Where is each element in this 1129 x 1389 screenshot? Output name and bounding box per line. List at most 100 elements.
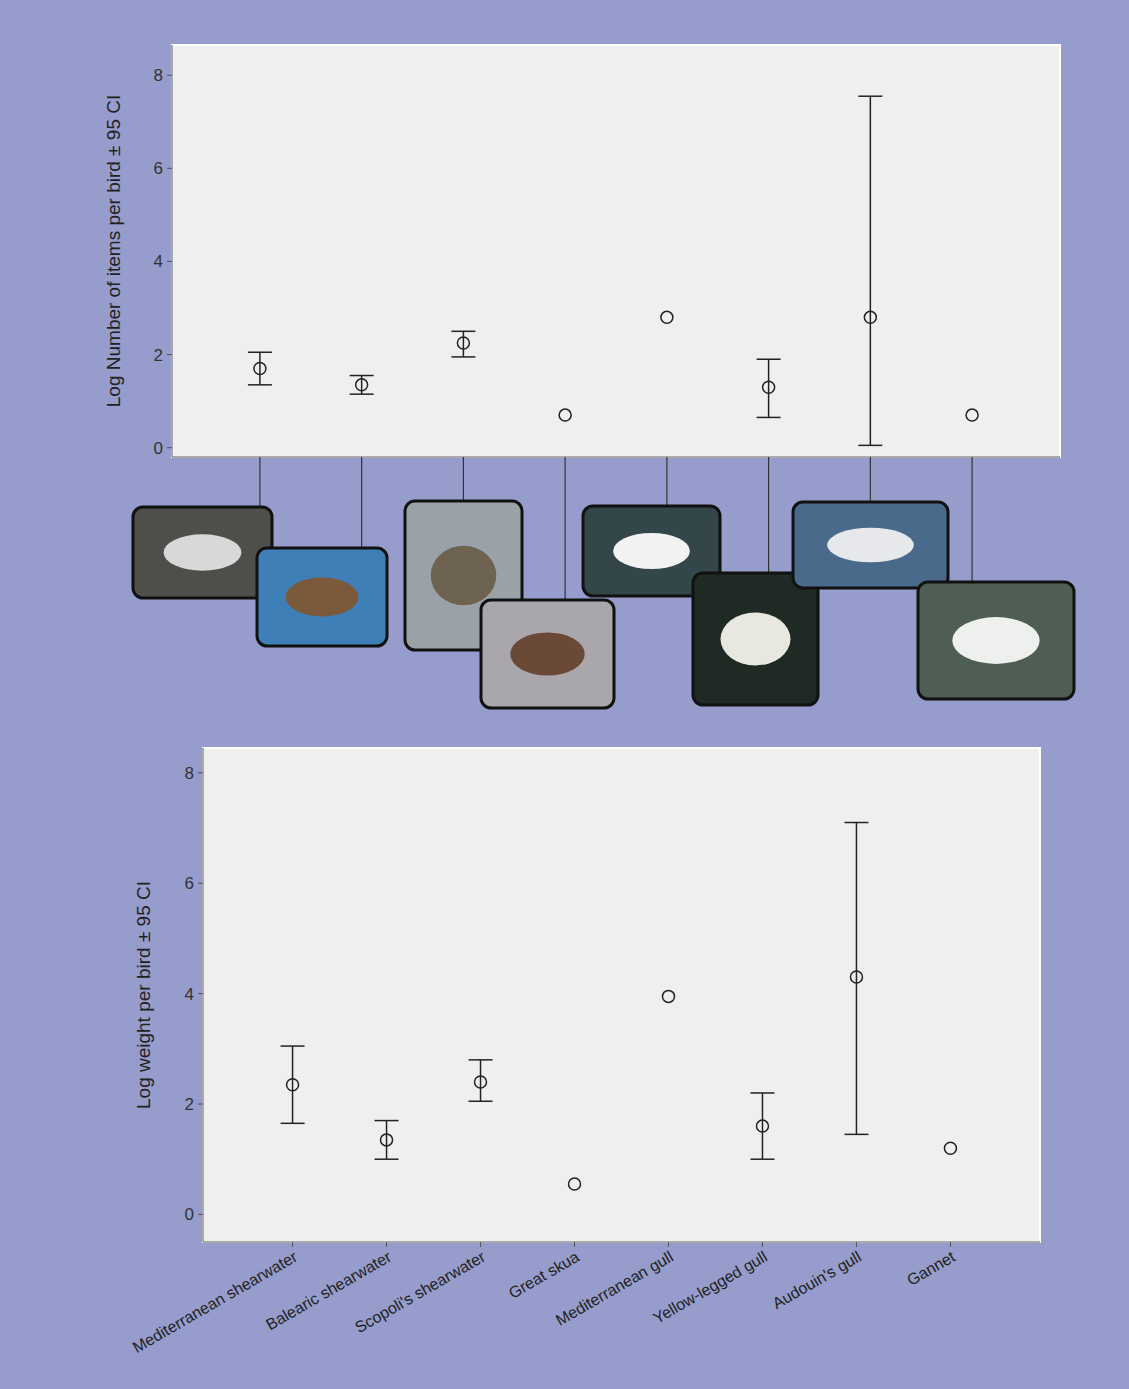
- x-tick-label: Gannet: [904, 1248, 958, 1289]
- error-bar-cap: [757, 417, 781, 419]
- x-tick: [292, 1242, 293, 1247]
- error-bar-stem: [480, 1060, 482, 1101]
- y-tick-label: 0: [185, 1205, 194, 1224]
- error-bar-stem: [386, 1121, 388, 1160]
- photo-leader: [259, 457, 260, 507]
- error-bar: [350, 376, 374, 395]
- y-tick-label: 8: [154, 66, 163, 85]
- point: [356, 379, 368, 391]
- x-tick-label: Great skua: [506, 1248, 582, 1302]
- point: [966, 409, 978, 421]
- photo-frame: [133, 507, 272, 598]
- error-bar-cap: [375, 1120, 399, 1122]
- x-tick-label: Yellow-legged gull: [650, 1248, 770, 1327]
- photo-leader: [870, 457, 871, 502]
- error-bar-cap: [248, 384, 272, 386]
- y-tick-label: 4: [154, 252, 163, 271]
- error-bar-stem: [768, 359, 770, 417]
- y-tick: [167, 447, 172, 448]
- error-bar: [375, 1121, 399, 1160]
- photo-leader: [361, 457, 362, 548]
- y-axis-line: [172, 45, 173, 457]
- error-bar-cap: [375, 1158, 399, 1160]
- marks: [281, 823, 957, 1191]
- y-tick: [167, 354, 172, 355]
- photo-leader: [971, 457, 972, 582]
- y-axis-title: Log Number of items per bird ± 95 CI: [103, 95, 124, 407]
- marks: [248, 96, 978, 445]
- bird-photo: [257, 548, 387, 646]
- point: [662, 990, 674, 1002]
- x-axis-line: [172, 457, 1060, 458]
- point: [569, 1178, 581, 1190]
- error-bar-cap: [858, 95, 882, 97]
- point: [850, 971, 862, 983]
- plot-area: [172, 45, 1060, 457]
- point: [661, 311, 673, 323]
- bird-photo: [693, 573, 818, 705]
- error-bar-stem: [856, 823, 858, 1135]
- figure: 0 2 4 6 8 Log Number of items per bird ± 95 C…: [0, 0, 1129, 1389]
- y-axis-title: Log weight per bird ± 95 CI: [133, 881, 154, 1109]
- bird-shape: [613, 533, 690, 569]
- y-tick-label: 2: [185, 1095, 194, 1114]
- y-tick-label: 4: [185, 985, 194, 1004]
- x-tick-label: Audouin's gull: [770, 1248, 864, 1312]
- x-tick: [856, 1242, 857, 1247]
- bird-photo: [793, 502, 948, 588]
- x-tick: [574, 1242, 575, 1247]
- y-tick-label: 8: [185, 764, 194, 783]
- x-axis-line: [203, 1242, 1040, 1243]
- x-tick: [668, 1242, 669, 1247]
- error-bar: [844, 823, 868, 1135]
- point: [864, 311, 876, 323]
- bird-shape: [952, 617, 1039, 664]
- y-tick-label: 0: [154, 439, 163, 458]
- photo-frame: [481, 600, 614, 708]
- photo-leader: [666, 457, 667, 506]
- error-bar: [281, 1046, 305, 1123]
- x-tick: [762, 1242, 763, 1247]
- point: [475, 1076, 487, 1088]
- bird-shape: [431, 546, 497, 606]
- plot-area: [203, 748, 1040, 1242]
- point: [763, 381, 775, 393]
- photo-frame: [693, 573, 818, 705]
- x-tick: [386, 1242, 387, 1247]
- error-bar-stem: [463, 331, 465, 357]
- point: [287, 1079, 299, 1091]
- photo-frame: [918, 582, 1074, 699]
- error-bar-cap: [281, 1123, 305, 1125]
- error-bar-stem: [762, 1093, 764, 1159]
- error-bar-cap: [451, 356, 475, 358]
- point: [944, 1142, 956, 1154]
- bird-shape: [510, 632, 584, 675]
- background: [0, 0, 1129, 1389]
- y-tick-label: 2: [154, 346, 163, 365]
- x-tick: [950, 1242, 951, 1247]
- photo-leader: [463, 457, 464, 501]
- y-axis-line: [203, 748, 204, 1242]
- error-bar: [750, 1093, 774, 1159]
- bird-photo: [918, 582, 1074, 699]
- point: [254, 363, 266, 375]
- bird-shape: [286, 577, 359, 616]
- x-tick-label: Scopoli's shearwater: [352, 1248, 488, 1337]
- y-tick-label: 6: [154, 159, 163, 178]
- error-bar: [858, 96, 882, 445]
- photo-frame: [793, 502, 948, 588]
- error-bar-cap: [281, 1045, 305, 1047]
- error-bar-cap: [350, 393, 374, 395]
- error-bar: [248, 352, 272, 385]
- bird-shape: [827, 528, 914, 562]
- error-bar-cap: [844, 822, 868, 824]
- y-tick: [198, 993, 203, 994]
- error-bar-cap: [451, 331, 475, 333]
- bird-photo: [133, 507, 272, 598]
- y-tick: [167, 168, 172, 169]
- error-bar-cap: [248, 352, 272, 354]
- error-bar: [451, 331, 475, 357]
- error-bar-cap: [844, 1134, 868, 1136]
- y-tick-label: 6: [185, 874, 194, 893]
- error-bar-cap: [757, 358, 781, 360]
